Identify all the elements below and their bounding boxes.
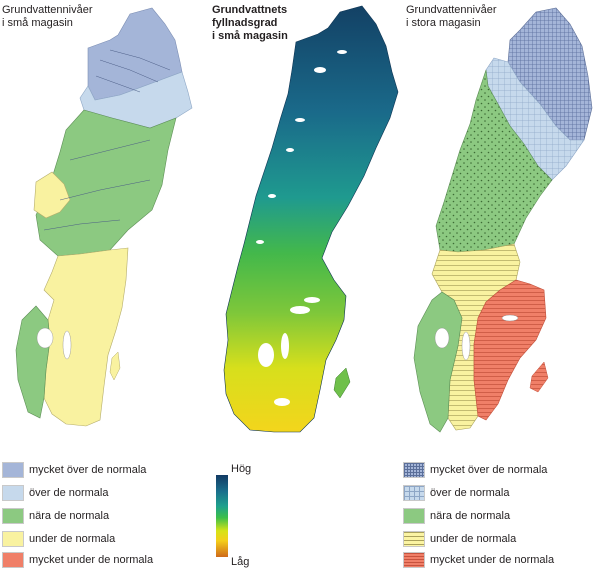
lake-malaren-map3: [501, 314, 519, 322]
title-large-aquifer-levels: Grundvattennivåer i stora magasin: [406, 4, 497, 29]
legend-label: över de normala: [29, 487, 109, 499]
map-large-aquifer-levels: [413, 7, 593, 433]
legend-label: under de normala: [29, 533, 116, 545]
title-fill-degree: Grundvattnets fyllnadsgrad i små magasin: [212, 4, 288, 42]
fill-degree-landmass: [223, 5, 399, 433]
region-near-normal-southwest-large: [413, 291, 463, 433]
legend-right-item: mycket över de normala: [403, 461, 547, 479]
lake-vattern-map1: [62, 330, 72, 360]
island-gotland-map2: [333, 367, 351, 399]
fill-degree-gradient-bar: [216, 475, 228, 557]
legend-swatch: [403, 552, 425, 568]
region-below-normal-west: [33, 171, 71, 219]
region-very-below-normal-large: [473, 279, 547, 421]
legend-swatch: [2, 552, 24, 568]
legend-right-item: mycket under de normala: [403, 551, 554, 569]
legend-left-item: mycket över de normala: [2, 461, 146, 479]
legend-left-item: under de normala: [2, 530, 115, 548]
island-gotland-map1: [109, 351, 121, 381]
legend-left-item: över de normala: [2, 484, 109, 502]
legend-label: mycket över de normala: [29, 464, 147, 476]
legend-label: mycket över de normala: [430, 464, 548, 476]
legend-swatch: [2, 531, 24, 547]
maps-svg: [15, 5, 593, 433]
gradient-low-label: Låg: [231, 556, 250, 568]
legend-swatch: [2, 485, 24, 501]
legend-label: över de normala: [430, 487, 510, 499]
legend-swatch: [403, 462, 425, 478]
lake-vanern-map3: [434, 327, 450, 349]
region-above-normal: [79, 71, 193, 129]
title-small-aquifer-levels: Grundvattennivåer i små magasin: [2, 4, 93, 29]
gradient-high-label: Hög: [231, 463, 252, 475]
region-below-normal-south: [43, 247, 129, 427]
legend-label: under de normala: [430, 533, 517, 545]
rivers-north: [43, 49, 171, 231]
legend-label: nära de normala: [430, 510, 511, 522]
region-near-normal-southwest: [15, 305, 51, 419]
legend-right-item: under de normala: [403, 530, 516, 548]
island-gotland-map3: [529, 361, 549, 393]
lake-vanern-map1: [36, 327, 54, 349]
map-fill-degree: [223, 5, 399, 433]
legend-right-item: över de normala: [403, 484, 510, 502]
lake-vattern-map3: [461, 331, 471, 361]
legend-label: mycket under de normala: [29, 554, 154, 566]
legend-left-item: nära de normala: [2, 507, 109, 525]
legend-swatch: [403, 485, 425, 501]
legend-label: mycket under de normala: [430, 554, 555, 566]
legend-swatch: [403, 508, 425, 524]
map-small-aquifer-levels: [15, 7, 193, 427]
legend-right-item: nära de normala: [403, 507, 510, 525]
legend-swatch: [403, 531, 425, 547]
legend-left-item: mycket under de normala: [2, 551, 153, 569]
legend-swatch: [2, 508, 24, 524]
legend-swatch: [2, 462, 24, 478]
fill-degree-lakes: [256, 50, 347, 406]
legend-label: nära de normala: [29, 510, 110, 522]
